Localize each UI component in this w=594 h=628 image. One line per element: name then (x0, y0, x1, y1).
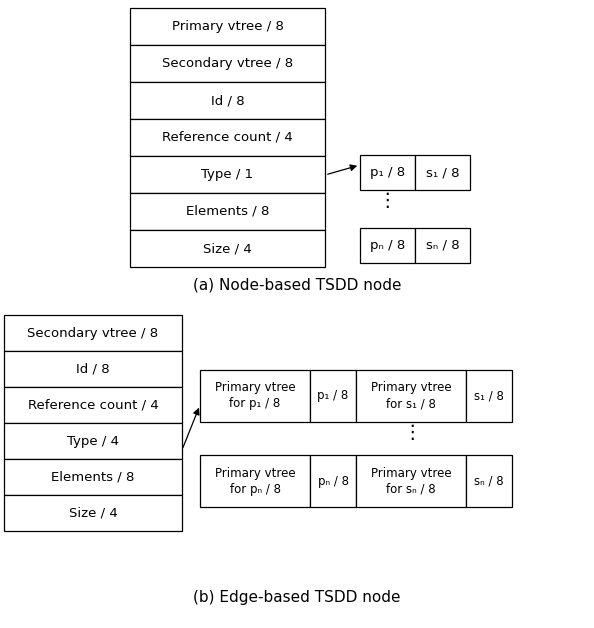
Text: Size / 4: Size / 4 (69, 507, 118, 519)
Text: Elements / 8: Elements / 8 (51, 470, 135, 484)
Text: ⋮: ⋮ (402, 423, 422, 441)
Bar (356, 370, 466, 422)
Bar (415, 155, 470, 190)
Bar (200, 370, 310, 422)
Bar (4, 495, 182, 531)
Text: Reference count / 4: Reference count / 4 (28, 399, 159, 411)
Bar (200, 455, 310, 507)
Text: Id / 8: Id / 8 (76, 362, 110, 376)
Text: Primary vtree / 8: Primary vtree / 8 (172, 20, 283, 33)
Bar (4, 351, 182, 387)
Bar (415, 228, 470, 263)
Bar (466, 370, 512, 422)
Bar (310, 455, 356, 507)
Text: (b) Edge-based TSDD node: (b) Edge-based TSDD node (193, 590, 401, 605)
Bar (4, 423, 182, 459)
Bar (360, 228, 415, 263)
Text: Elements / 8: Elements / 8 (186, 205, 269, 218)
Bar (130, 193, 325, 230)
Text: sₙ / 8: sₙ / 8 (474, 475, 504, 487)
Bar (310, 370, 356, 422)
Text: Type / 1: Type / 1 (201, 168, 254, 181)
Text: sₙ / 8: sₙ / 8 (426, 239, 459, 252)
Text: Secondary vtree / 8: Secondary vtree / 8 (27, 327, 159, 340)
Text: Id / 8: Id / 8 (211, 94, 244, 107)
Bar (130, 119, 325, 156)
Bar (130, 45, 325, 82)
Text: Type / 4: Type / 4 (67, 435, 119, 448)
Text: Size / 4: Size / 4 (203, 242, 252, 255)
Text: (a) Node-based TSDD node: (a) Node-based TSDD node (192, 278, 402, 293)
Text: Primary vtree
for p₁ / 8: Primary vtree for p₁ / 8 (214, 381, 295, 411)
Text: Primary vtree
for sₙ / 8: Primary vtree for sₙ / 8 (371, 467, 451, 495)
Text: pₙ / 8: pₙ / 8 (370, 239, 405, 252)
Text: s₁ / 8: s₁ / 8 (426, 166, 459, 179)
Text: Secondary vtree / 8: Secondary vtree / 8 (162, 57, 293, 70)
Text: p₁ / 8: p₁ / 8 (317, 389, 349, 403)
Bar (130, 82, 325, 119)
Text: p₁ / 8: p₁ / 8 (370, 166, 405, 179)
Text: pₙ / 8: pₙ / 8 (318, 475, 349, 487)
Bar (4, 459, 182, 495)
Text: Reference count / 4: Reference count / 4 (162, 131, 293, 144)
Bar (360, 155, 415, 190)
Bar (130, 8, 325, 45)
Bar (130, 156, 325, 193)
Bar (356, 455, 466, 507)
Bar (4, 315, 182, 351)
Bar (466, 455, 512, 507)
Text: ⋮: ⋮ (377, 190, 397, 210)
Text: s₁ / 8: s₁ / 8 (474, 389, 504, 403)
Text: Primary vtree
for s₁ / 8: Primary vtree for s₁ / 8 (371, 381, 451, 411)
Text: Primary vtree
for pₙ / 8: Primary vtree for pₙ / 8 (214, 467, 295, 495)
Bar (4, 387, 182, 423)
Bar (130, 230, 325, 267)
